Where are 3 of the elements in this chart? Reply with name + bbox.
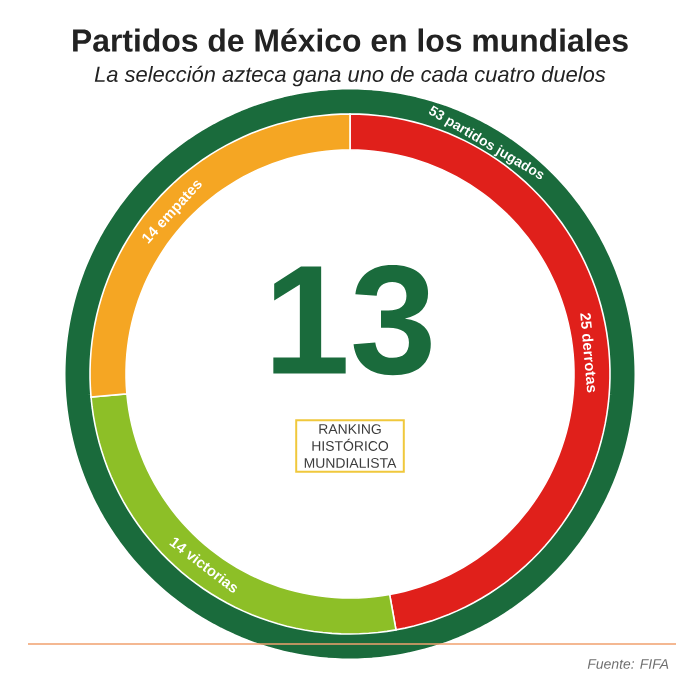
chart-subtitle: La selección azteca gana uno de cada cuatro duelos [94, 65, 606, 87]
chart-title: Partidos de México en los mundiales [73, 28, 628, 52]
text: 13 [273, 264, 431, 376]
